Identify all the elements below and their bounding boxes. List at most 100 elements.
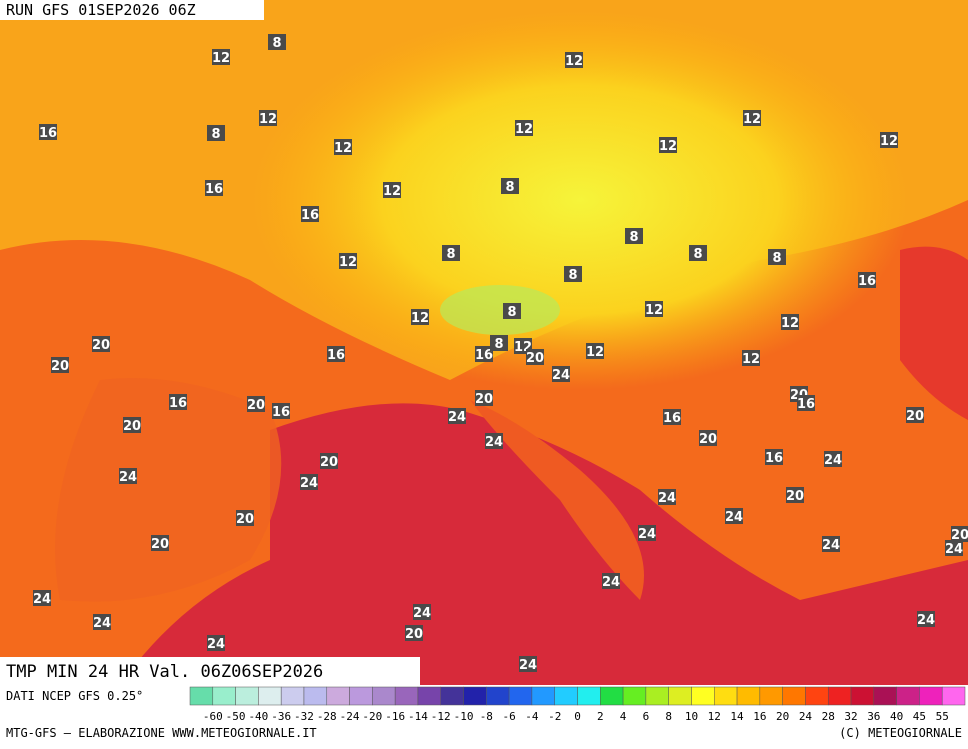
contour-label: 8 [272, 36, 281, 51]
colorbar-tick-label: 16 [753, 710, 766, 723]
contour-label: 16 [858, 274, 876, 289]
label-box [411, 309, 429, 325]
iberia [55, 378, 282, 602]
contour-label: 12 [259, 112, 277, 127]
colorbar-tick-label: -50 [226, 710, 246, 723]
label-box [272, 403, 290, 419]
label-box [880, 132, 898, 148]
contour-label: 16 [797, 397, 815, 412]
colorbar-swatch [782, 686, 806, 706]
label-box [797, 395, 815, 411]
colorbar-swatch [508, 686, 533, 706]
label-box [485, 433, 503, 449]
contour-label: 12 [212, 51, 230, 66]
label-box [526, 349, 544, 365]
colorbar-swatch [417, 686, 441, 706]
black-sea-zone [900, 246, 968, 420]
colorbar-tick-label: -24 [340, 710, 360, 723]
colorbar-swatch [827, 686, 852, 706]
colorbar-swatch [691, 686, 715, 706]
contour-label: 24 [93, 616, 111, 631]
contour-label: 16 [39, 126, 57, 141]
label-box [413, 604, 431, 620]
contour-label: 12 [742, 352, 760, 367]
label-box [742, 350, 760, 366]
contour-label: 24 [207, 637, 225, 652]
contour-label: 24 [822, 538, 840, 553]
label-box [725, 508, 743, 524]
colorbar-swatch [372, 686, 396, 706]
label-box [689, 245, 707, 261]
label-box [383, 182, 401, 198]
contour-label: 24 [119, 470, 137, 485]
contour-label: 16 [475, 348, 493, 363]
colorbar-swatch [394, 686, 419, 706]
colorbar-swatch [235, 686, 259, 706]
label-box [768, 249, 786, 265]
contour-label: 20 [699, 432, 717, 447]
colorbar-tick-label: 24 [799, 710, 813, 723]
colorbar-tick-label: 12 [708, 710, 721, 723]
label-box [625, 228, 643, 244]
label-box [602, 573, 620, 589]
label-box [515, 120, 533, 136]
contour-label: 24 [725, 510, 743, 525]
label-box [405, 625, 423, 641]
colorbar-swatch [326, 686, 350, 706]
colorbar-tick-label: 55 [936, 710, 949, 723]
contour-label: 24 [33, 592, 51, 607]
colorbar-tick-label: 28 [822, 710, 835, 723]
colorbar-swatch [554, 686, 578, 706]
contour-label: 8 [693, 247, 702, 262]
colorbar-tick-label: 20 [776, 710, 789, 723]
label-box [781, 314, 799, 330]
label-box [119, 468, 137, 484]
label-box [658, 489, 676, 505]
colorbar-swatch [645, 686, 669, 706]
colorbar-tick-label: -4 [525, 710, 539, 723]
label-box [659, 137, 677, 153]
colorbar-swatch [759, 686, 783, 706]
label-box [169, 394, 187, 410]
label-box [327, 346, 345, 362]
cool-zone [250, 10, 910, 390]
colorbar-tick-label: -60 [203, 710, 223, 723]
contour-label: 20 [123, 419, 141, 434]
contour-label: 20 [247, 398, 265, 413]
colorbar-swatch [349, 686, 373, 706]
contour-label: 12 [659, 139, 677, 154]
run-label: RUN GFS 01SEP2026 06Z [6, 1, 196, 19]
label-box [490, 335, 508, 351]
label-box [33, 590, 51, 606]
label-box [92, 336, 110, 352]
contour-label: 8 [507, 305, 516, 320]
label-box [951, 526, 968, 542]
contour-label: 20 [151, 537, 169, 552]
colorbar-swatch [463, 686, 487, 706]
colorbar-tick-label: 6 [643, 710, 650, 723]
contour-label: 12 [565, 54, 583, 69]
label-box [475, 390, 493, 406]
contour-label: 20 [51, 359, 69, 374]
colorbar-swatch [577, 686, 601, 706]
contour-label: 24 [519, 658, 537, 673]
contour-label: 12 [334, 141, 352, 156]
title-box [0, 657, 420, 685]
contour-label: 12 [586, 345, 604, 360]
label-box [743, 110, 761, 126]
credit-right: (C) METEOGIORNALE [839, 726, 962, 740]
contour-label: 24 [945, 542, 963, 557]
contour-label: 12 [411, 311, 429, 326]
colorbar-swatch [850, 686, 875, 706]
contour-label: 8 [568, 268, 577, 283]
contour-label: 16 [169, 396, 187, 411]
colorbar-tick-label: -2 [548, 710, 561, 723]
label-box [123, 417, 141, 433]
colorbar-swatch [873, 686, 897, 706]
contour-label: 24 [824, 453, 842, 468]
contour-label: 16 [205, 182, 223, 197]
contour-label: 12 [743, 112, 761, 127]
label-box [858, 272, 876, 288]
contour-label: 12 [781, 316, 799, 331]
colorbar-swatch [805, 686, 829, 706]
